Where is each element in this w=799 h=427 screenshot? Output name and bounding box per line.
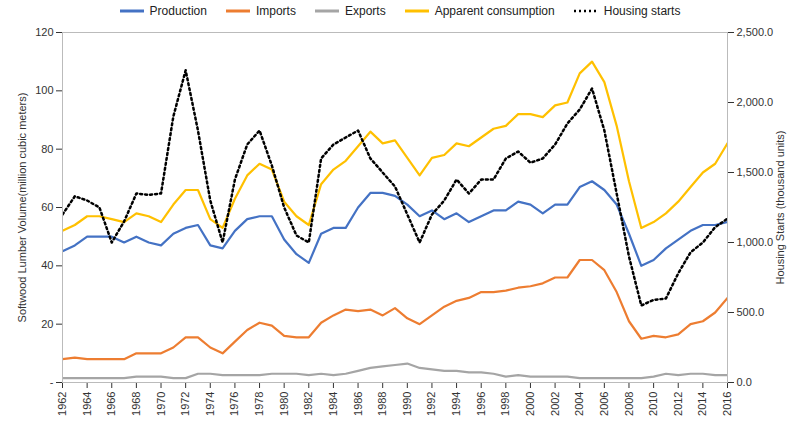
svg-text:1984: 1984 — [327, 392, 339, 416]
svg-text:-: - — [50, 376, 54, 388]
svg-text:100: 100 — [35, 84, 53, 96]
svg-text:1996: 1996 — [475, 392, 487, 416]
svg-text:1978: 1978 — [253, 392, 265, 416]
svg-text:40: 40 — [41, 259, 53, 271]
svg-text:1988: 1988 — [376, 392, 388, 416]
svg-text:2012: 2012 — [672, 392, 684, 416]
html-text:Production: Production — [149, 4, 207, 18]
html-text:Imports: Imports — [255, 4, 296, 18]
svg-text:2008: 2008 — [623, 392, 635, 416]
svg-text:2014: 2014 — [696, 392, 708, 416]
svg-text:1998: 1998 — [499, 392, 511, 416]
html-text:Exports: Exports — [345, 4, 386, 18]
svg-text:0.0: 0.0 — [737, 376, 752, 388]
html-text:Apparent consumption: Apparent consumption — [434, 4, 555, 18]
svg-text:60: 60 — [41, 201, 53, 213]
svg-text:1964: 1964 — [81, 392, 93, 416]
svg-text:2010: 2010 — [647, 392, 659, 416]
svg-text:1972: 1972 — [179, 392, 191, 416]
svg-text:2002: 2002 — [549, 392, 561, 416]
svg-text:120: 120 — [35, 26, 53, 38]
svg-text:1976: 1976 — [228, 392, 240, 416]
svg-text:1970: 1970 — [155, 392, 167, 416]
svg-text:1,500.0: 1,500.0 — [737, 166, 774, 178]
svg-text:2006: 2006 — [598, 392, 610, 416]
svg-text:1974: 1974 — [204, 392, 216, 416]
svg-text:2004: 2004 — [573, 392, 585, 416]
svg-text:80: 80 — [41, 143, 53, 155]
svg-text:1968: 1968 — [130, 392, 142, 416]
svg-text:1980: 1980 — [278, 392, 290, 416]
svg-text:1990: 1990 — [401, 392, 413, 416]
svg-text:1982: 1982 — [302, 392, 314, 416]
svg-text:1962: 1962 — [56, 392, 68, 416]
svg-text:2,000.0: 2,000.0 — [737, 96, 774, 108]
svg-text:2,500.0: 2,500.0 — [737, 26, 774, 38]
svg-text:Housing Starts (thousand units: Housing Starts (thousand units) — [774, 130, 786, 284]
svg-text:Softwood Lumber Volume(million: Softwood Lumber Volume(million cubic met… — [16, 93, 28, 323]
html-text:Housing starts: Housing starts — [603, 4, 681, 18]
svg-text:1,000.0: 1,000.0 — [737, 236, 774, 248]
svg-text:1994: 1994 — [450, 392, 462, 416]
svg-text:2000: 2000 — [524, 392, 536, 416]
svg-text:2016: 2016 — [721, 392, 733, 416]
svg-text:1992: 1992 — [425, 392, 437, 416]
svg-text:500.0: 500.0 — [737, 306, 765, 318]
svg-text:20: 20 — [41, 318, 53, 330]
svg-text:1986: 1986 — [352, 392, 364, 416]
svg-text:1966: 1966 — [105, 392, 117, 416]
